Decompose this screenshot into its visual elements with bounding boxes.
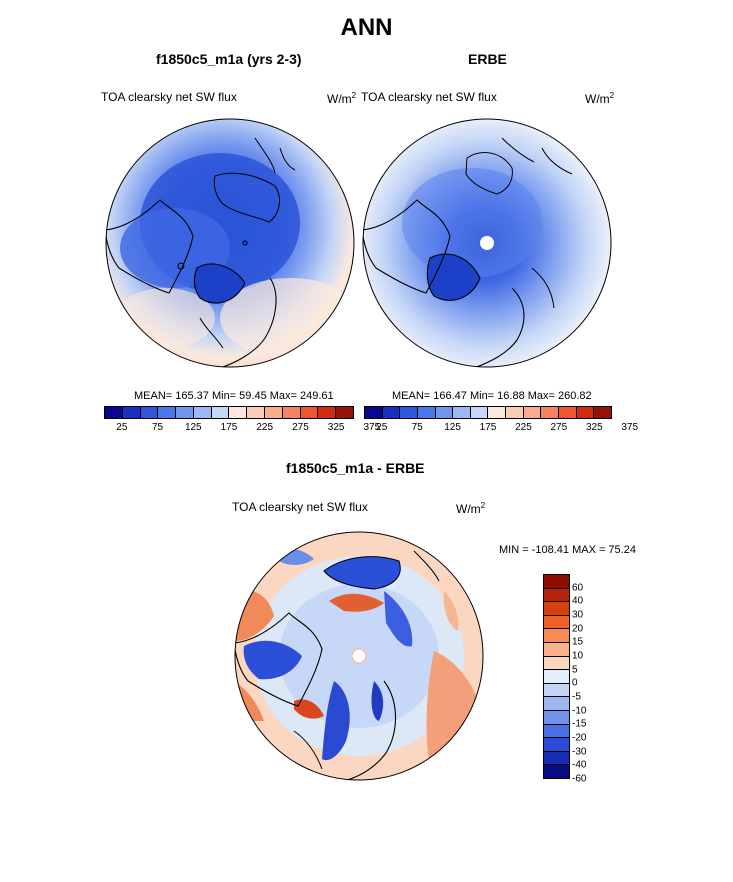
- diff-colorbar-swatch: [544, 751, 569, 766]
- diff-colorbar-tick-label: 10: [572, 650, 584, 662]
- right-colorbar: [364, 406, 612, 419]
- left-colorbar-swatch: [105, 407, 123, 418]
- diff-colorbar-swatch: [544, 765, 569, 778]
- right-colorbar-swatch: [382, 407, 401, 418]
- diff-colorbar-swatch: [544, 615, 569, 630]
- diff-variable-label: TOA clearsky net SW flux: [232, 500, 368, 514]
- diff-colorbar-tick-label: -40: [572, 759, 587, 771]
- right-colorbar-tick-label: 325: [585, 422, 603, 433]
- diff-colorbar-swatch: [544, 710, 569, 725]
- diff-colorbar-swatch: [544, 683, 569, 698]
- left-polar-map: [105, 118, 355, 368]
- left-colorbar-swatch: [211, 407, 230, 418]
- right-colorbar-tick-label: 175: [479, 422, 497, 433]
- diff-colorbar-swatch: [544, 697, 569, 711]
- right-stats: MEAN= 166.47 Min= 16.88 Max= 260.82: [392, 390, 592, 402]
- right-colorbar-tick-label: 25: [376, 422, 388, 433]
- left-colorbar-tick-label: 275: [292, 422, 309, 433]
- diff-colorbar-tick-label: 40: [572, 595, 584, 607]
- left-colorbar-tick-label: 375: [363, 422, 381, 433]
- diff-colorbar-tick-label: 20: [572, 623, 584, 635]
- diff-colorbar-tick-label: -30: [572, 746, 587, 758]
- right-colorbar-tick-label: 275: [550, 422, 568, 433]
- diff-colorbar-tick-label: 30: [572, 609, 584, 621]
- left-colorbar-tick-label: 25: [116, 422, 128, 433]
- left-colorbar-tick-label: 325: [327, 422, 345, 433]
- left-panel-title: f1850c5_m1a (yrs 2-3): [156, 51, 302, 67]
- right-colorbar-swatch: [523, 407, 542, 418]
- diff-polar-map: [234, 531, 484, 781]
- right-polar-map: [362, 118, 612, 368]
- left-colorbar-swatch: [193, 407, 212, 418]
- diff-colorbar-swatch: [544, 575, 569, 589]
- diff-colorbar-tick-label: 60: [572, 582, 584, 594]
- diff-colorbar-tick-label: -20: [572, 732, 587, 744]
- diff-colorbar-tick-label: 0: [572, 677, 578, 689]
- left-colorbar-tick-label: 225: [256, 422, 274, 433]
- diff-colorbar-swatch: [544, 588, 569, 603]
- left-colorbar-tick-label: 75: [152, 422, 164, 433]
- diff-colorbar-tick-label: -5: [572, 691, 581, 703]
- left-colorbar: [104, 406, 354, 419]
- left-colorbar-tick-label: 125: [184, 422, 202, 433]
- left-colorbar-swatch: [158, 407, 177, 418]
- right-colorbar-tick-label: 75: [411, 422, 423, 433]
- right-colorbar-swatch: [400, 407, 418, 418]
- right-colorbar-swatch: [559, 407, 577, 418]
- right-colorbar-swatch: [576, 407, 595, 418]
- left-variable-label: TOA clearsky net SW flux: [101, 90, 237, 104]
- left-colorbar-tick-label: 175: [220, 422, 238, 433]
- diff-colorbar-tick-label: -10: [572, 705, 587, 717]
- left-units-label: W/m2: [327, 91, 357, 106]
- right-colorbar-swatch: [417, 407, 436, 418]
- diff-colorbar-tick-label: 5: [572, 664, 578, 676]
- diff-panel-title: f1850c5_m1a - ERBE: [286, 460, 425, 476]
- diff-colorbar-ticks: 60 40 30 20 15 10 5 0 -5 -10 -15 -20 -30 -40 -60: [572, 574, 612, 784]
- left-colorbar-swatch: [318, 407, 337, 418]
- right-panel-title: ERBE: [468, 51, 507, 67]
- diff-colorbar-swatch: [544, 642, 569, 657]
- right-units-label: W/m2: [585, 91, 615, 106]
- left-colorbar-swatch: [247, 407, 266, 418]
- left-colorbar-swatch: [336, 407, 353, 418]
- diff-colorbar-swatch: [544, 670, 569, 684]
- right-colorbar-tick-label: 375: [621, 422, 639, 433]
- right-colorbar-swatch: [594, 407, 611, 418]
- right-variable-label: TOA clearsky net SW flux: [361, 90, 497, 104]
- left-colorbar-swatch: [122, 407, 141, 418]
- right-colorbar-tick-label: 225: [515, 422, 532, 433]
- diff-colorbar-tick-label: -15: [572, 718, 587, 730]
- right-colorbar-swatch: [541, 407, 560, 418]
- left-colorbar-ticks: 25 75 125 175 225 275 325 375: [104, 422, 380, 436]
- diff-colorbar-swatch: [544, 724, 569, 739]
- left-colorbar-swatch: [176, 407, 194, 418]
- left-colorbar-swatch: [282, 407, 301, 418]
- diff-colorbar-swatch: [544, 656, 569, 671]
- right-colorbar-swatch: [506, 407, 524, 418]
- left-colorbar-swatch: [140, 407, 159, 418]
- diff-colorbar-swatch: [544, 629, 569, 643]
- diff-colorbar-swatch: [544, 738, 569, 752]
- left-colorbar-swatch: [300, 407, 319, 418]
- right-colorbar-swatch: [488, 407, 507, 418]
- right-colorbar-ticks: 25 75 125 175 225 275 325 375: [364, 422, 638, 436]
- left-colorbar-swatch: [229, 407, 248, 418]
- main-title: ANN: [340, 14, 393, 41]
- diff-colorbar-swatch: [544, 602, 569, 616]
- left-colorbar-swatch: [265, 407, 283, 418]
- right-colorbar-swatch: [365, 407, 383, 418]
- right-colorbar-swatch: [470, 407, 489, 418]
- diff-colorbar-tick-label: 15: [572, 636, 584, 648]
- diff-units-label: W/m2: [456, 501, 486, 516]
- diff-colorbar: [543, 574, 570, 779]
- right-colorbar-swatch: [435, 407, 454, 418]
- diff-colorbar-tick-label: -60: [572, 773, 587, 785]
- left-stats: MEAN= 165.37 Min= 59.45 Max= 249.61: [134, 390, 334, 402]
- diff-stats: MIN = -108.41 MAX = 75.24: [499, 544, 636, 556]
- right-colorbar-tick-label: 125: [444, 422, 461, 433]
- right-colorbar-swatch: [453, 407, 471, 418]
